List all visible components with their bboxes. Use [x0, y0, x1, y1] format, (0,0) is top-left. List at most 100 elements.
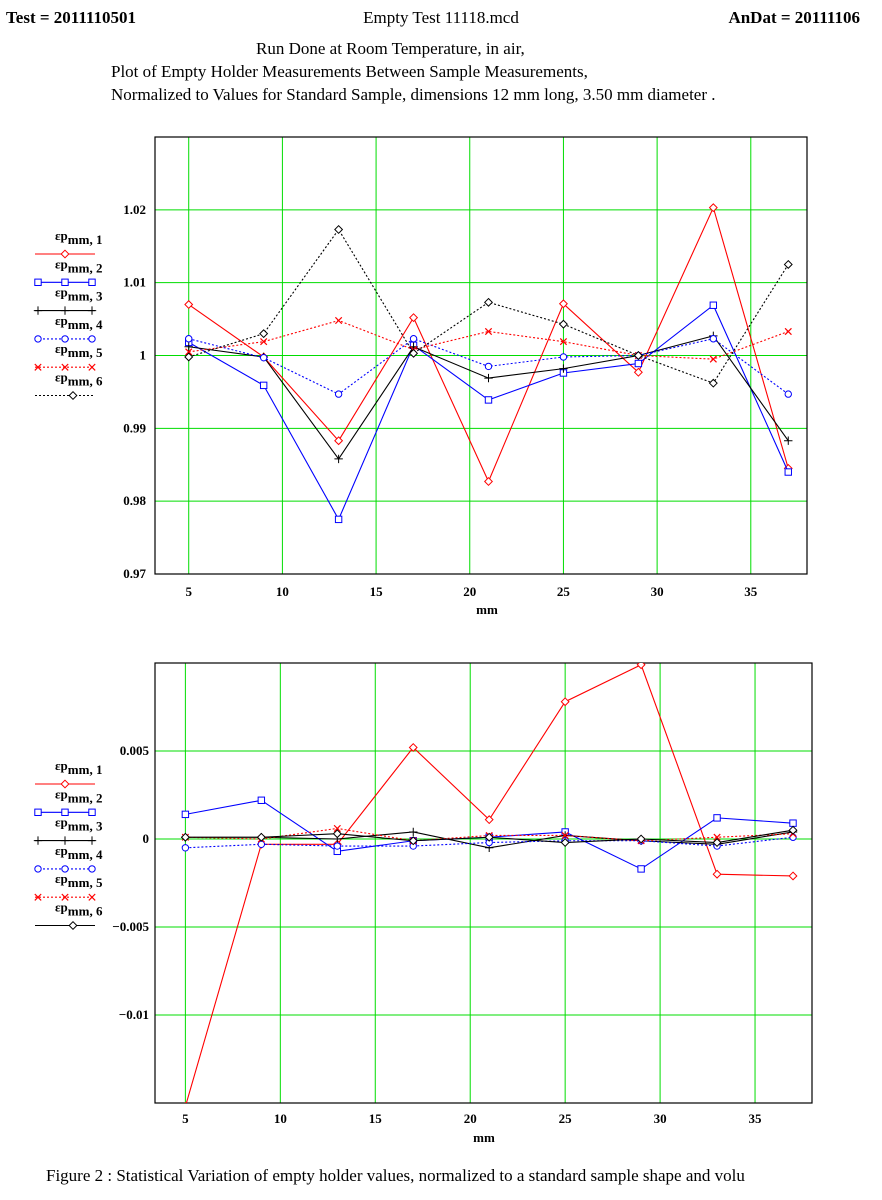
data-point	[636, 834, 646, 844]
x-tick-label: 25	[559, 1111, 573, 1126]
data-point	[483, 297, 494, 307]
legend-marker	[87, 836, 97, 845]
legend-label: εpmm, 6	[55, 370, 103, 389]
legend-marker	[61, 363, 69, 371]
data-point	[559, 338, 568, 346]
series-line	[188, 319, 789, 360]
series-1	[184, 203, 793, 487]
legend-marker	[34, 278, 42, 287]
data-point	[484, 396, 493, 404]
legend-marker	[60, 306, 70, 315]
data-point	[558, 299, 568, 309]
gridlines	[155, 663, 812, 1103]
description-line-2: Plot of Empty Holder Measurements Betwee…	[111, 62, 588, 81]
chart-1: 5 10 15 20 25 30 35 0.97 0.98 0.99 1 1.01 1.02 mm εpmm…	[33, 136, 808, 617]
data-point	[185, 335, 193, 343]
x-tick-labels: 5 10 15 20 25 30 35	[185, 584, 757, 599]
y-tick-label: 0.98	[123, 493, 146, 508]
y-tick-label: 1.02	[123, 202, 146, 217]
data-point	[408, 836, 418, 846]
data-point	[334, 515, 343, 524]
data-point	[784, 327, 792, 336]
data-point	[789, 833, 797, 841]
series-6	[180, 825, 798, 848]
legend-label: εpmm, 6	[55, 900, 103, 919]
data-point	[708, 378, 718, 388]
data-point	[257, 796, 266, 804]
data-point	[333, 842, 341, 850]
data-point	[185, 348, 193, 356]
data-point	[708, 203, 718, 213]
legend-label: εpmm, 1	[55, 228, 102, 247]
series-area	[184, 203, 793, 524]
y-tick-labels: 0.97 0.98 0.99 1 1.01 1.02	[123, 202, 146, 581]
series-line	[185, 836, 794, 849]
legend-label: εpmm, 3	[55, 815, 103, 834]
x-tick-label: 5	[182, 1111, 189, 1126]
data-point	[636, 663, 646, 670]
x-tick-label: 15	[369, 1111, 383, 1126]
legend-marker	[68, 390, 78, 401]
data-point	[333, 824, 341, 833]
legend-marker	[88, 893, 96, 901]
data-point	[788, 871, 798, 881]
y-tick-label: 0.005	[120, 743, 150, 758]
data-point	[259, 381, 268, 390]
andat-value: AnDat = 20111106	[728, 8, 860, 27]
legend-marker	[61, 893, 69, 901]
data-point	[784, 436, 793, 445]
file-name: Empty Test 11118.mcd	[363, 8, 519, 27]
data-point	[713, 814, 721, 822]
legend-marker	[60, 249, 70, 259]
x-tick-label: 15	[370, 584, 384, 599]
legend-marker	[88, 278, 96, 287]
data-point	[334, 454, 343, 464]
legend-label: εpmm, 3	[55, 285, 103, 304]
legend-marker	[61, 335, 69, 343]
test-id: Test = 2011110501	[6, 8, 136, 27]
legend-marker	[34, 363, 42, 371]
data-point	[561, 831, 569, 840]
y-tick-label: −0.005	[112, 919, 149, 934]
data-point	[783, 259, 793, 269]
series-area	[180, 663, 798, 1103]
data-point	[483, 476, 494, 487]
data-point	[334, 224, 344, 235]
legend-marker	[88, 865, 96, 873]
x-axis-label: mm	[473, 1130, 495, 1145]
series-line	[188, 228, 789, 384]
data-point	[709, 301, 718, 309]
data-point	[484, 832, 494, 842]
x-tick-label: 10	[274, 1111, 287, 1126]
series-line	[188, 304, 789, 521]
data-point	[559, 364, 568, 373]
data-point	[256, 832, 266, 842]
legend-marker	[33, 306, 43, 315]
data-point	[408, 742, 418, 752]
data-point	[180, 832, 190, 842]
legend-marker	[33, 836, 43, 845]
data-point	[184, 300, 194, 310]
data-point	[633, 367, 643, 377]
data-point	[181, 844, 190, 852]
series-2	[185, 301, 792, 524]
data-point	[334, 436, 344, 446]
legend: εpmm, 1 εpmm, 2 εpmm, 3 εpmm, 4 εpmm, 5 εpmm,…	[33, 758, 103, 931]
data-point	[184, 352, 194, 362]
series-line	[185, 663, 794, 1103]
x-tick-labels: 5 10 15 20 25 30 35	[182, 1111, 762, 1126]
data-point	[184, 342, 193, 351]
data-point	[789, 819, 797, 827]
legend-label: εpmm, 5	[55, 871, 103, 890]
data-point	[784, 390, 792, 398]
data-point	[484, 327, 493, 336]
series-1	[184, 663, 798, 1103]
legend-marker	[61, 865, 69, 873]
x-tick-label: 30	[654, 1111, 667, 1126]
data-point	[709, 355, 717, 363]
x-tick-label: 20	[464, 1111, 477, 1126]
data-point	[633, 350, 643, 361]
x-tick-label: 20	[463, 584, 476, 599]
y-tick-label: 1	[140, 348, 147, 363]
data-point	[409, 348, 419, 358]
